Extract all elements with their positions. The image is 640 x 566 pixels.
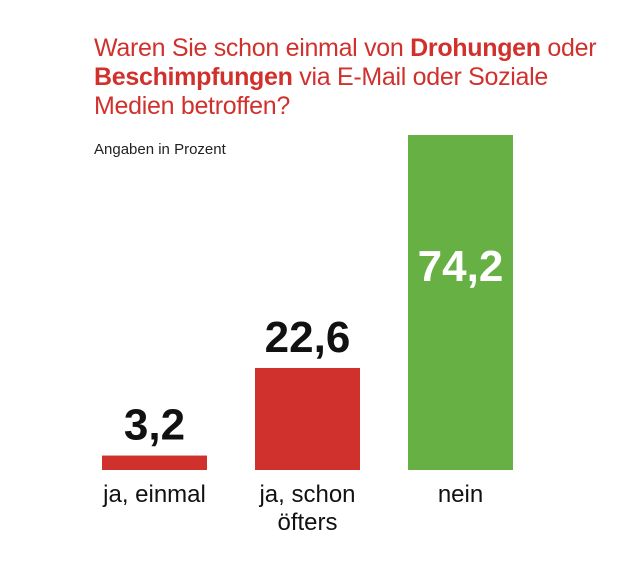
bar-value-label-2: 74,2 <box>418 242 504 291</box>
title-bold-drohungen: Drohungen <box>410 34 541 62</box>
category-label-2-0: nein <box>438 481 483 508</box>
category-label-0-0: ja, einmal <box>102 481 206 508</box>
category-label-1-0: ja, schon <box>258 481 355 508</box>
bar-value-label-0: 3,2 <box>124 401 185 450</box>
category-label-1-1: öfters <box>277 509 337 536</box>
title-part-3: via E-Mail oder Soziale Medien betroffen… <box>94 63 549 120</box>
title-bold-beschimpfungen: Beschimpfungen <box>94 63 293 91</box>
chart-subtitle: Angaben in Prozent <box>94 141 226 158</box>
title-part-1: Waren Sie schon einmal von <box>94 34 411 62</box>
bar-1 <box>255 367 360 470</box>
bar-0 <box>102 455 207 470</box>
title-part-2: oder <box>540 34 597 62</box>
chart-title: Waren Sie schon einmal von Drohungen ode… <box>94 34 614 121</box>
bar-2 <box>408 135 513 470</box>
bar-value-label-1: 22,6 <box>265 313 351 362</box>
